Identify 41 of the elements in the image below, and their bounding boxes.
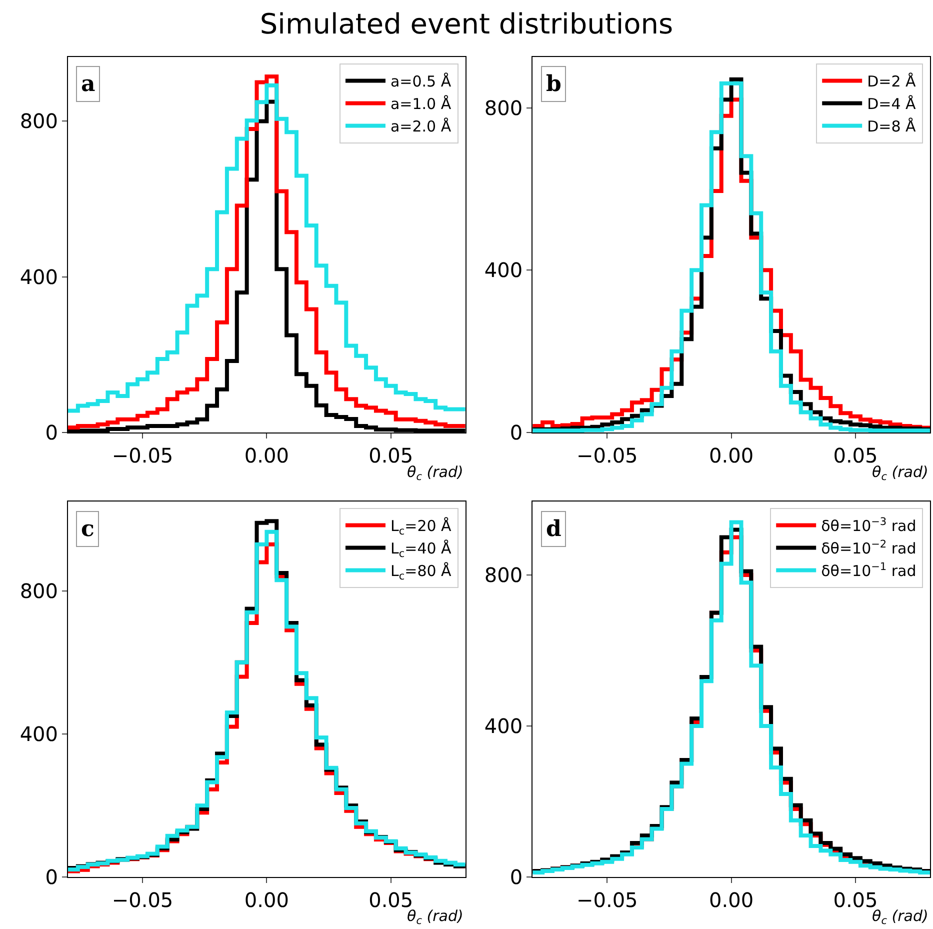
legend-label: a=0.5 Å xyxy=(390,72,452,91)
x-tick-label: −0.05 xyxy=(576,444,638,468)
x-axis-title: θ$_{c}$ (rad) xyxy=(872,907,928,928)
legend-label: δθ=10$^{−3}$ rad xyxy=(821,516,916,536)
x-axis-title: θ$_{c}$ (rad) xyxy=(872,463,928,484)
annotation: b xyxy=(546,71,562,97)
x-tick-label: −0.05 xyxy=(576,888,638,912)
annotation: d xyxy=(546,516,562,542)
legend-label: δθ=10$^{−1}$ rad xyxy=(821,560,916,580)
y-tick-label: 800 xyxy=(20,109,58,134)
x-axis-title: θ$_{c}$ (rad) xyxy=(407,463,464,484)
chart-title: Simulated event distributions xyxy=(260,8,674,41)
annotation: a xyxy=(81,71,96,97)
legend-label: D=4 Å xyxy=(867,95,917,114)
legend-label: a=2.0 Å xyxy=(390,118,452,136)
y-tick-label: 400 xyxy=(484,258,523,282)
y-tick-label: 400 xyxy=(20,722,58,746)
y-tick-label: 0 xyxy=(45,865,58,889)
x-tick-label: 0.00 xyxy=(244,444,289,468)
x-axis-title: θ$_{c}$ (rad) xyxy=(407,907,464,928)
x-tick-label: −0.05 xyxy=(112,444,174,468)
legend-label: D=2 Å xyxy=(867,72,917,91)
legend-label: δθ=10$^{−2}$ rad xyxy=(821,538,916,558)
y-tick-label: 800 xyxy=(484,563,523,588)
x-tick-label: 0.00 xyxy=(709,444,754,468)
y-tick-label: 400 xyxy=(20,264,58,289)
x-tick-label: 0.00 xyxy=(244,888,289,912)
x-tick-label: 0.00 xyxy=(709,888,754,912)
y-tick-label: 0 xyxy=(45,420,58,445)
legend-label: L$_{c}$=80 Å xyxy=(390,562,452,582)
annotation: c xyxy=(81,516,94,542)
y-tick-label: 400 xyxy=(484,714,523,738)
y-tick-label: 800 xyxy=(484,96,523,120)
y-tick-label: 0 xyxy=(510,865,523,889)
legend-label: D=8 Å xyxy=(867,118,917,136)
y-tick-label: 800 xyxy=(20,578,58,603)
x-tick-label: −0.05 xyxy=(112,888,174,912)
legend-label: a=1.0 Å xyxy=(390,95,452,114)
legend-label: L$_{c}$=20 Å xyxy=(390,517,452,538)
legend-label: L$_{c}$=40 Å xyxy=(390,540,452,560)
y-tick-label: 0 xyxy=(510,420,523,445)
